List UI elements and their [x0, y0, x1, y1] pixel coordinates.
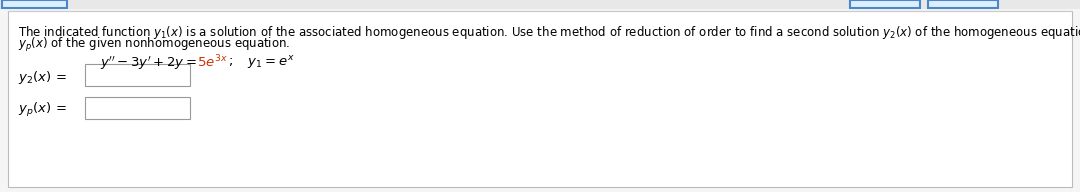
Bar	[85, 97, 190, 119]
FancyBboxPatch shape	[928, 0, 998, 8]
FancyBboxPatch shape	[2, 0, 67, 8]
FancyBboxPatch shape	[850, 0, 920, 8]
Text: $y_2(x)\, =$: $y_2(x)\, =$	[18, 69, 67, 85]
Text: $y_p(x)\, =$: $y_p(x)\, =$	[18, 101, 67, 119]
Text: $;\quad y_1 = e^x$: $;\quad y_1 = e^x$	[228, 54, 294, 71]
Text: $5e^{3x}$: $5e^{3x}$	[197, 54, 228, 71]
Text: $y_p(x)$ of the given nonhomogeneous equation.: $y_p(x)$ of the given nonhomogeneous equ…	[18, 36, 291, 54]
Text: $y'' - 3y' + 2y = $: $y'' - 3y' + 2y = $	[100, 54, 197, 71]
Bar	[0, 0, 1080, 9]
Bar	[85, 64, 190, 86]
Text: The indicated function $y_1(x)$ is a solution of the associated homogeneous equa: The indicated function $y_1(x)$ is a sol…	[18, 24, 1080, 41]
